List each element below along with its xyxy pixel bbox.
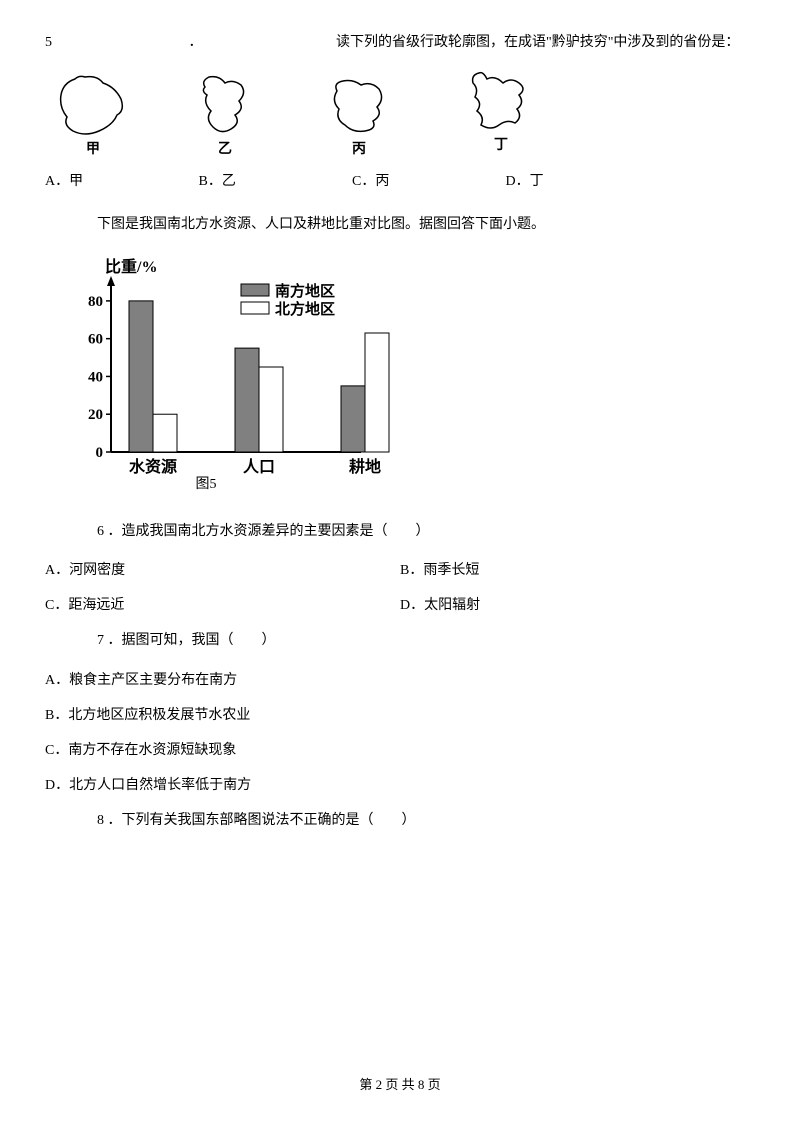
q7-option-d: D．北方人口自然增长率低于南方: [45, 773, 755, 798]
province-outlines: 甲 乙 丙 丁: [45, 67, 755, 157]
outline-label-yi: 乙: [218, 141, 232, 157]
question-6: 6 ．造成我国南北方水资源差异的主要因素是（ ）: [97, 519, 755, 544]
q6-option-b: B．雨季长短: [400, 558, 755, 583]
q5-option-b: B．乙: [199, 169, 349, 194]
q7-option-c: C．南方不存在水资源短缺现象: [45, 738, 755, 763]
outline-label-ding: 丁: [494, 138, 508, 153]
svg-text:比重/%: 比重/%: [105, 257, 157, 276]
page-content: 5 ． 读下列的省级行政轮廓图，在成语"黔驴技穷"中涉及到的省份是： 甲 乙 丙…: [0, 0, 800, 833]
page-footer: 第 2 页 共 8 页: [0, 1073, 800, 1096]
q6-option-a: A．河网密度: [45, 558, 400, 583]
q6-row1: A．河网密度 B．雨季长短: [45, 558, 755, 583]
svg-text:80: 80: [88, 293, 103, 309]
svg-text:人口: 人口: [243, 458, 275, 476]
q7-option-a: A．粮食主产区主要分布在南方: [45, 668, 755, 693]
svg-text:南方地区: 南方地区: [275, 282, 335, 300]
q6-option-d: D．太阳辐射: [400, 593, 755, 618]
svg-text:60: 60: [88, 331, 103, 347]
q6-row2: C．距海远近 D．太阳辐射: [45, 593, 755, 618]
q5-option-d: D．丁: [506, 169, 656, 194]
svg-text:0: 0: [96, 445, 104, 461]
svg-text:北方地区: 北方地区: [275, 300, 335, 318]
outline-label-jia: 甲: [86, 141, 100, 157]
svg-text:图5: 图5: [196, 477, 217, 492]
q5-text: 读下列的省级行政轮廓图，在成语"黔驴技穷"中涉及到的省份是：: [336, 35, 739, 50]
svg-text:耕地: 耕地: [349, 457, 381, 476]
q5-options: A．甲 B．乙 C．丙 D．丁: [45, 169, 755, 194]
q5-dot: ．: [189, 30, 203, 55]
q6-option-c: C．距海远近: [45, 593, 400, 618]
svg-text:40: 40: [88, 369, 103, 385]
q5-option-c: C．丙: [352, 169, 502, 194]
svg-text:20: 20: [88, 407, 103, 423]
question-8: 8 ．下列有关我国东部略图说法不正确的是（ ）: [97, 808, 755, 833]
question-5: 5 ． 读下列的省级行政轮廓图，在成语"黔驴技穷"中涉及到的省份是：: [45, 30, 755, 55]
q7-option-b: B．北方地区应积极发展节水农业: [45, 703, 755, 728]
bar-chart: 比重/% 80 60 40 20 0 南方地区北方地区水资源 人口 耕地图5: [63, 252, 755, 501]
q5-number: 5: [45, 30, 55, 55]
q5-option-a: A．甲: [45, 169, 195, 194]
outline-label-bing: 丙: [352, 141, 366, 157]
question-7: 7 ．据图可知，我国（ ）: [97, 628, 755, 653]
svg-text:水资源: 水资源: [129, 457, 177, 476]
intro-6-7: 下图是我国南北方水资源、人口及耕地比重对比图。据图回答下面小题。: [97, 212, 755, 237]
